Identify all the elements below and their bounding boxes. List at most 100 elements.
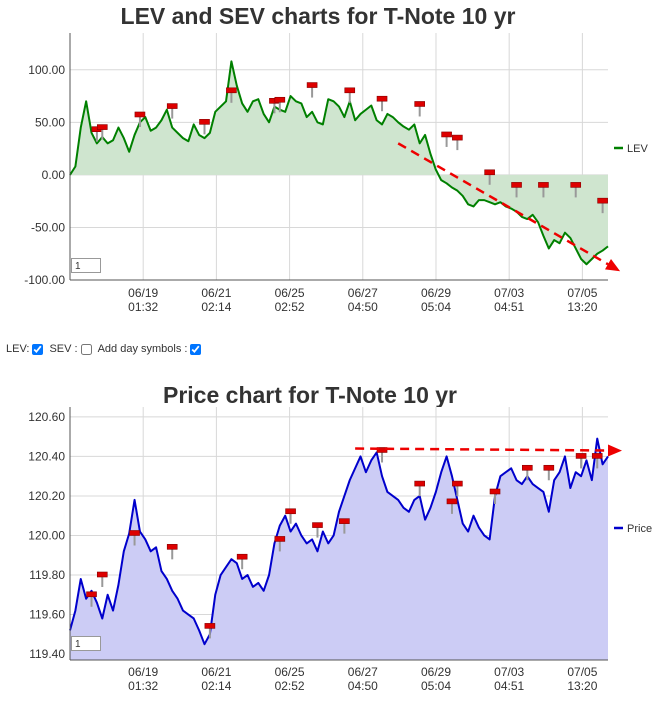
y-tick-label: 120.20 <box>28 489 65 503</box>
lev-toggle[interactable]: LEV: <box>6 343 45 355</box>
series-area <box>70 438 608 660</box>
day-symbols-label: Add day symbols : <box>97 343 188 355</box>
y-tick-label: 119.60 <box>29 608 65 622</box>
day-marker <box>414 101 426 107</box>
x-tick-time: 02:52 <box>275 679 305 693</box>
y-tick-label: 120.40 <box>28 449 65 463</box>
y-tick-label: 120.00 <box>28 528 65 542</box>
day-marker <box>452 134 463 141</box>
series-area <box>70 61 608 265</box>
y-tick-label: 100.00 <box>28 63 65 77</box>
y-tick-label: -100.00 <box>24 273 65 287</box>
x-tick-date: 06/19 <box>128 665 158 679</box>
day-marker <box>96 571 108 578</box>
x-tick-date: 07/03 <box>494 286 524 300</box>
day-marker <box>489 488 501 495</box>
x-tick-time: 13:20 <box>567 300 597 314</box>
day-marker <box>414 480 426 487</box>
day-marker <box>376 95 388 102</box>
x-tick-date: 06/25 <box>275 665 305 679</box>
y-tick-label: 119.80 <box>29 568 65 582</box>
x-tick-time: 04:51 <box>494 679 524 693</box>
x-tick-time: 02:14 <box>201 300 231 314</box>
day-marker <box>129 530 140 536</box>
day-marker <box>166 544 178 550</box>
x-tick-date: 07/05 <box>567 286 597 300</box>
day-marker <box>306 82 318 88</box>
day-marker <box>134 111 146 118</box>
day-marker <box>199 119 210 125</box>
legend-label: LEV <box>627 143 648 155</box>
day-marker <box>543 464 555 471</box>
day-marker <box>236 553 248 560</box>
day-marker <box>484 169 495 176</box>
day-marker <box>446 498 458 505</box>
x-tick-date: 06/21 <box>201 665 231 679</box>
sev-toggle[interactable]: SEV : <box>49 343 93 355</box>
x-tick-time: 04:50 <box>348 679 378 693</box>
y-tick-label: 119.40 <box>29 647 65 661</box>
legend-label: Price <box>627 523 652 535</box>
lev-chart-title: LEV and SEV charts for T-Note 10 yr <box>121 3 516 29</box>
day-marker <box>96 124 108 130</box>
day-marker <box>597 197 608 204</box>
x-tick-date: 06/25 <box>275 286 305 300</box>
day-marker <box>226 87 237 94</box>
day-symbols-checkbox[interactable] <box>190 343 202 355</box>
day-marker <box>339 518 350 524</box>
day-marker <box>452 480 463 487</box>
day-marker <box>521 464 533 471</box>
series-line <box>69 437 609 646</box>
x-tick-date: 07/05 <box>567 665 597 679</box>
x-tick-time: 05:04 <box>421 679 451 693</box>
y-tick-label: -50.00 <box>31 220 65 234</box>
x-tick-date: 06/19 <box>128 286 158 300</box>
day-marker <box>86 591 97 598</box>
trend-arrowhead <box>605 259 621 272</box>
sev-toggle-label: SEV : <box>49 343 78 355</box>
day-marker <box>591 453 603 459</box>
x-tick-time: 13:20 <box>567 679 597 693</box>
x-tick-time: 04:51 <box>494 300 524 314</box>
day-marker <box>274 536 286 542</box>
day-marker <box>575 453 587 459</box>
x-tick-time: 01:32 <box>128 679 158 693</box>
day-symbols-toggle[interactable]: Add day symbols : <box>98 343 204 355</box>
x-tick-date: 06/21 <box>201 286 231 300</box>
x-tick-date: 06/27 <box>348 665 378 679</box>
day-marker <box>441 131 452 138</box>
x-tick-time: 02:52 <box>275 300 305 314</box>
x-tick-date: 06/29 <box>421 665 451 679</box>
lev-toggle-label: LEV: <box>6 343 30 355</box>
trend-line <box>397 142 609 266</box>
x-tick-time: 02:14 <box>201 679 231 693</box>
day-marker <box>570 182 582 188</box>
day-marker <box>312 522 323 528</box>
day-marker <box>538 182 549 188</box>
day-marker <box>166 103 178 109</box>
x-tick-time: 04:50 <box>348 300 378 314</box>
day-marker <box>285 508 296 515</box>
lev-checkbox[interactable] <box>32 343 44 355</box>
y-tick-label: 50.00 <box>35 115 65 129</box>
y-tick-label: 120.60 <box>28 410 65 424</box>
x-tick-date: 06/27 <box>348 286 378 300</box>
x-tick-date: 06/29 <box>421 286 451 300</box>
day-marker <box>274 96 286 103</box>
sev-checkbox[interactable] <box>80 343 92 355</box>
chart-options: LEV: SEV : Add day symbols : <box>6 343 207 355</box>
trend-arrowhead <box>607 444 622 457</box>
trend-line <box>355 447 609 452</box>
day-marker <box>204 623 216 629</box>
x-tick-date: 07/03 <box>494 665 524 679</box>
x-tick-time: 01:32 <box>128 300 158 314</box>
price-zoom-input[interactable]: 1 <box>71 636 101 651</box>
y-tick-label: 0.00 <box>42 168 66 182</box>
price-chart: 120.60 120.40 120.20 120.00 119.80 119.60 119.… <box>28 407 652 693</box>
price-chart-title: Price chart for T-Note 10 yr <box>163 382 457 408</box>
x-tick-time: 05:04 <box>421 300 451 314</box>
day-marker <box>511 182 522 188</box>
lev-zoom-input[interactable]: 1 <box>71 258 101 273</box>
